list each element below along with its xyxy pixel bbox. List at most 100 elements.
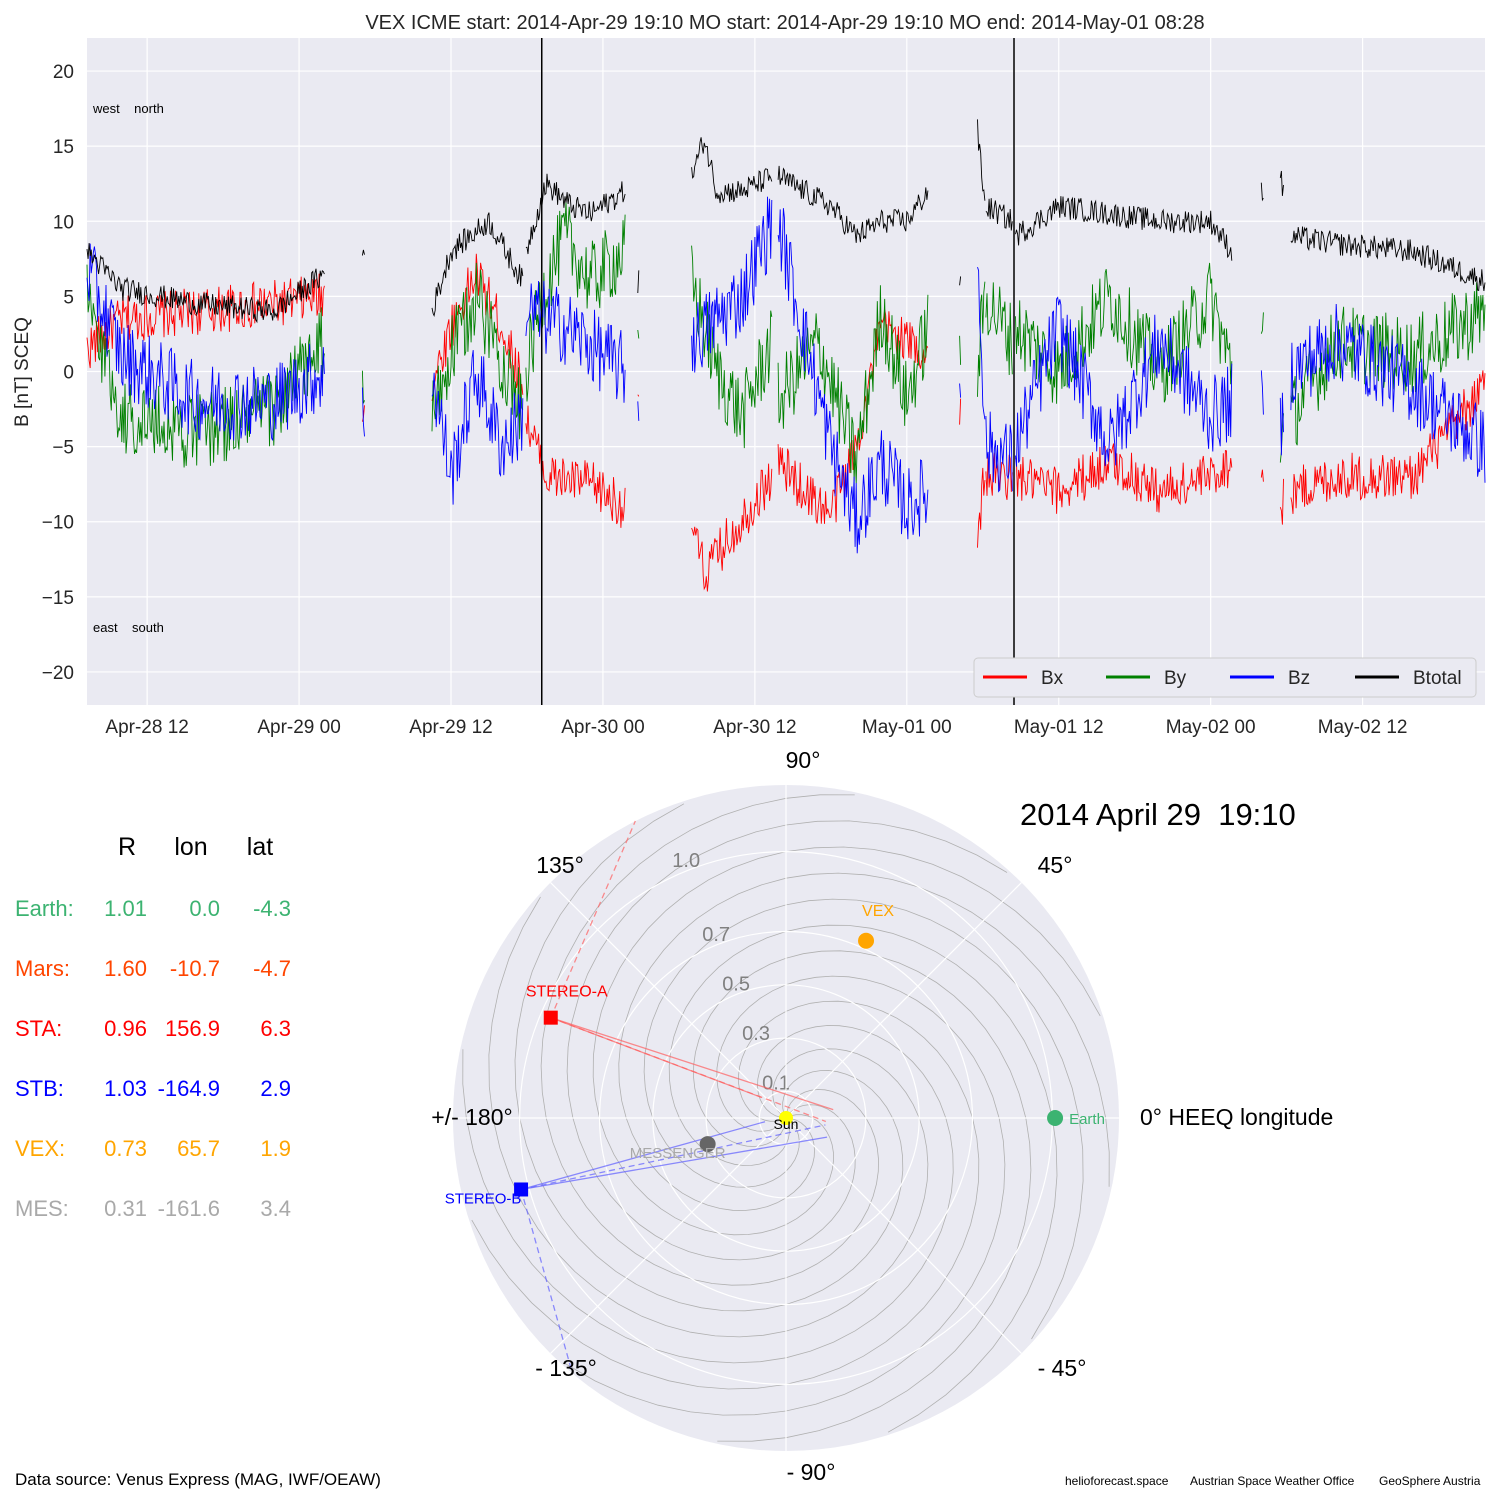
table-row-lon: 65.7: [177, 1136, 220, 1161]
body-marker-stereo-a: [543, 1010, 558, 1025]
body-label-earth: Earth: [1069, 1111, 1105, 1128]
spacecraft-field-lines: [520, 820, 834, 1374]
table-rows: Earth: 1.01 0.0 -4.3 Mars: 1.60 -10.7 -4.7 STA: 0…: [15, 896, 291, 1221]
parker-spiral: [514, 803, 904, 1312]
y-tick-label: −10: [42, 513, 74, 534]
chart-title: VEX ICME start: 2014-Apr-29 19:10 MO sta…: [365, 12, 1204, 34]
parker-spiral: [566, 820, 1008, 1261]
data-source-text: Data source: Venus Express (MAG, IWF/OEA…: [15, 1470, 381, 1489]
legend-label-bz: Bz: [1288, 668, 1310, 689]
angle-label: - 135°: [535, 1355, 597, 1381]
field-line-stereo-b: [520, 1136, 828, 1191]
parker-spiral: [564, 975, 1006, 1416]
table-row: STB: 1.03 -164.9 2.9: [15, 1076, 291, 1101]
y-tick-label: −5: [52, 438, 74, 459]
parker-spiral: [592, 846, 1101, 1236]
timeseries-series: [86, 119, 1486, 592]
parker-spiral: [462, 1025, 954, 1364]
timeseries-ticks: 20 15 10 5 0 −5 −10 −15 −20 Apr-28 12 Apr-29 00 Apr…: [42, 62, 1408, 738]
table-row-r: 0.96: [104, 1016, 147, 1041]
table-row: MES: 0.31 -161.6 3.4: [15, 1196, 291, 1221]
table-row-lon: -161.6: [158, 1196, 220, 1221]
body-label-stereo-a: STEREO-A: [526, 984, 608, 1001]
angular-gridline: [785, 1117, 1022, 1354]
table-header-lat: lat: [247, 833, 273, 861]
table-row-lat: -4.7: [253, 956, 291, 981]
body-label-messenger: MESSENGER: [630, 1145, 726, 1162]
radial-tick-label: 0.5: [722, 973, 750, 995]
table-row-r: 1.60: [104, 956, 147, 981]
angle-label: 0° HEEQ longitude: [1140, 1104, 1333, 1130]
table-row: VEX: 0.73 65.7 1.9: [15, 1136, 291, 1161]
angle-label: - 45°: [1038, 1355, 1087, 1381]
body-label-stereo-b: STEREO-B: [445, 1190, 522, 1207]
body-marker-vex: [858, 932, 875, 949]
table-row: STA: 0.96 156.9 6.3: [15, 1016, 291, 1041]
body-label-sun: Sun: [774, 1116, 799, 1132]
radial-tick-label: 0.7: [702, 924, 730, 946]
x-tick-label: May-01 12: [1014, 717, 1104, 738]
y-axis-label: B [nT] SCEQ: [12, 317, 33, 427]
table-row-lat: 6.3: [260, 1016, 291, 1041]
x-tick-label: Apr-29 00: [257, 717, 340, 738]
table-row: Mars: 1.60 -10.7 -4.7: [15, 956, 291, 981]
y-tick-label: 10: [53, 212, 74, 233]
angle-label: 135°: [536, 852, 584, 878]
legend-label-btotal: Btotal: [1413, 668, 1462, 689]
parker-spiral: [540, 794, 879, 1286]
legend-box: [973, 657, 1477, 698]
table-row-r: 0.31: [104, 1196, 147, 1221]
table-row-label: MES:: [15, 1196, 69, 1221]
x-tick-label: May-01 00: [862, 717, 952, 738]
table-row-lat: -4.3: [253, 896, 291, 921]
y-tick-label: −20: [42, 663, 74, 684]
y-tick-label: −15: [42, 588, 74, 609]
table-row-r: 1.01: [104, 896, 147, 921]
table-row-label: VEX:: [15, 1136, 65, 1161]
x-tick-label: Apr-30 00: [561, 717, 644, 738]
body-marker-earth: [1047, 1110, 1064, 1126]
angle-label: 90°: [786, 747, 821, 773]
parker-spiral: [643, 898, 1084, 1340]
corner-label-top: west north: [92, 101, 164, 116]
x-tick-label: May-02 00: [1166, 717, 1256, 738]
x-tick-label: Apr-29 12: [409, 717, 492, 738]
field-line-stereo-b: [520, 1124, 826, 1191]
y-tick-label: 0: [63, 363, 74, 384]
x-tick-label: May-02 12: [1318, 717, 1408, 738]
body-marker-messenger: [699, 1136, 716, 1153]
timeseries-grid: [87, 38, 1485, 705]
angular-gridline: [550, 1117, 787, 1354]
table-row: Earth: 1.01 0.0 -4.3: [15, 896, 291, 921]
field-line-outer-stereo-a: [550, 820, 636, 1018]
table-row-lat: 3.4: [260, 1196, 291, 1221]
credit-aswo: Austrian Space Weather Office: [1190, 1474, 1355, 1488]
y-tick-label: 5: [63, 287, 74, 308]
table-row-label: Earth:: [15, 896, 74, 921]
x-tick-label: Apr-30 12: [713, 717, 796, 738]
table-row-lon: 0.0: [189, 896, 220, 921]
credit-helioforecast: helioforecast.space: [1065, 1474, 1169, 1488]
body-marker-sun: [779, 1111, 793, 1125]
table-row-lon: -10.7: [170, 956, 220, 981]
table-row-lat: 2.9: [260, 1076, 291, 1101]
corner-label-bottom: east south: [93, 620, 164, 635]
angular-gridline: [550, 882, 787, 1119]
polar-date-label: 2014 April 29 19:10: [1020, 797, 1296, 832]
table-header-lon: lon: [174, 833, 207, 861]
y-tick-label: 15: [53, 137, 74, 158]
angle-label: - 90°: [787, 1459, 836, 1485]
legend: Bx By Bz Btotal: [973, 657, 1477, 698]
table-row-label: STB:: [15, 1076, 64, 1101]
table-row-lat: 1.9: [260, 1136, 291, 1161]
position-table: R lon lat Earth: 1.01 0.0 -4.3 Mars: 1.60 -10.…: [15, 833, 291, 1221]
table-row-label: STA:: [15, 1016, 62, 1041]
body-marker-stereo-b: [514, 1182, 529, 1197]
angle-labels: 90° 45° 135° 0° HEEQ longitude +/- 180° - 45°…: [431, 747, 1333, 1485]
field-line-outer-stereo-b: [520, 1189, 574, 1374]
series-line-btotal: [86, 119, 1486, 324]
parker-spiral: [618, 872, 1110, 1211]
table-row-r: 1.03: [104, 1076, 147, 1101]
table-row-lon: 156.9: [165, 1016, 220, 1041]
